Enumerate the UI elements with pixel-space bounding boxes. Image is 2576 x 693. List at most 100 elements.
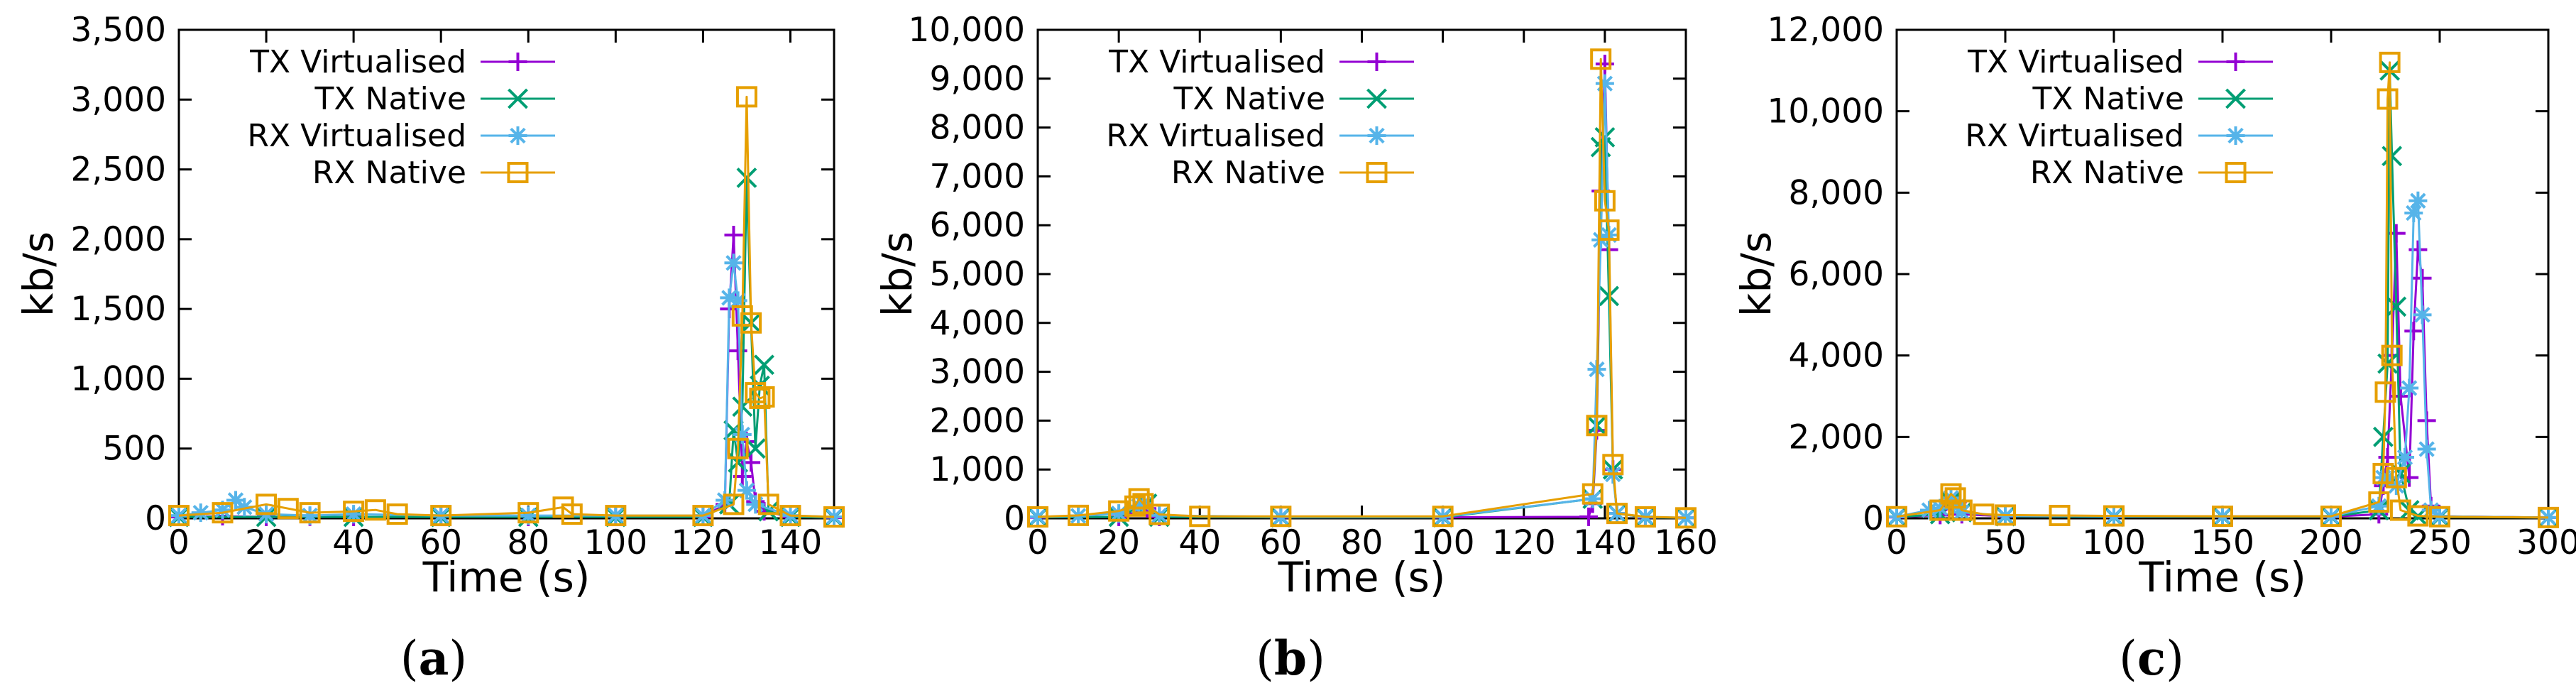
legend-label: TX Virtualised <box>249 44 466 80</box>
data-point <box>692 505 714 527</box>
data-point <box>2417 440 2436 459</box>
y-tick-label: 0 <box>1004 499 1025 538</box>
y-tick-label: 1,000 <box>929 450 1025 489</box>
data-point <box>2429 506 2450 528</box>
data-point <box>727 437 749 459</box>
data-point <box>1579 507 1599 526</box>
data-point <box>1941 489 1961 508</box>
series-line <box>1896 200 2549 519</box>
data-point <box>2400 378 2419 398</box>
data-point <box>745 438 766 459</box>
data-point <box>1594 190 1616 212</box>
legend-marker <box>2225 162 2247 183</box>
x-tick-label: 100 <box>2082 523 2146 562</box>
data-point <box>386 503 408 525</box>
data-point <box>2413 268 2432 288</box>
data-point <box>1602 454 1624 476</box>
data-point <box>1929 499 1951 521</box>
legend-label: RX Virtualised <box>1965 118 2184 154</box>
data-point <box>343 501 365 523</box>
data-point <box>2382 146 2403 167</box>
x-tick-label: 80 <box>1341 523 1383 562</box>
legend-marker <box>1366 162 1388 183</box>
data-point <box>1586 415 1608 437</box>
legend-marker <box>2225 88 2246 109</box>
panel-caption: (b) <box>1256 631 1325 686</box>
x-tick-label: 300 <box>2516 523 2576 562</box>
data-point <box>1029 507 1047 526</box>
data-point <box>2377 88 2399 110</box>
y-tick-label: 4,000 <box>929 304 1025 343</box>
y-tick-label: 1,500 <box>70 290 166 329</box>
x-tick-label: 80 <box>507 523 549 562</box>
x-axis-label: Time (s) <box>2138 553 2306 601</box>
x-tick-label: 140 <box>759 523 823 562</box>
data-point <box>2368 491 2390 513</box>
data-point <box>1931 498 1950 518</box>
data-point <box>2381 344 2403 366</box>
data-point <box>723 493 745 515</box>
data-point <box>1432 506 1454 528</box>
series-tx-virtualised <box>1887 224 2558 527</box>
y-tick-label: 0 <box>145 499 166 538</box>
y-tick-label: 3,000 <box>70 80 166 119</box>
legend-label: TX Native <box>2032 81 2184 117</box>
data-point <box>2538 506 2559 528</box>
y-axis-label: kb/s <box>1732 231 1780 317</box>
x-tick-label: 200 <box>2299 523 2363 562</box>
data-point <box>212 502 234 524</box>
y-tick-label: 7,000 <box>929 157 1025 196</box>
y-tick-label: 10,000 <box>909 11 1025 50</box>
y-tick-label: 2,000 <box>1788 418 1884 457</box>
data-point <box>2379 51 2401 73</box>
x-tick-label: 150 <box>2191 523 2254 562</box>
data-point <box>720 288 739 307</box>
data-point <box>517 502 539 524</box>
data-point <box>735 86 757 108</box>
data-point <box>2103 505 2125 527</box>
data-point <box>1108 500 1130 522</box>
series-line <box>1896 232 2549 519</box>
y-tick-label: 10,000 <box>1767 92 1884 131</box>
x-tick-label: 120 <box>672 523 735 562</box>
data-point <box>1149 503 1171 525</box>
data-point <box>1590 48 1612 70</box>
data-point <box>1995 504 2016 526</box>
y-axis-label: kb/s <box>873 231 921 317</box>
data-point <box>299 502 321 524</box>
data-point <box>1128 488 1150 510</box>
data-point <box>1887 507 1906 526</box>
data-point <box>737 481 756 500</box>
data-point <box>1595 74 1614 93</box>
legend-marker <box>508 88 528 109</box>
x-tick-label: 120 <box>1492 523 1556 562</box>
y-tick-label: 3,500 <box>70 11 166 50</box>
data-point <box>1675 507 1697 529</box>
data-point <box>724 253 743 273</box>
x-tick-label: 100 <box>583 523 647 562</box>
data-point <box>344 505 363 524</box>
data-point <box>728 291 747 310</box>
data-point <box>2408 191 2428 210</box>
data-point <box>746 495 765 514</box>
data-point <box>2320 506 2342 528</box>
y-axis-label: kb/s <box>14 231 62 317</box>
y-tick-label: 8,000 <box>1788 173 1884 212</box>
x-tick-label: 20 <box>245 523 287 562</box>
x-tick-label: 160 <box>1654 523 1718 562</box>
data-point <box>823 506 845 528</box>
legend-label: RX Native <box>2030 155 2184 191</box>
y-tick-label: 500 <box>102 430 166 469</box>
y-tick-label: 2,000 <box>70 220 166 259</box>
x-tick-label: 20 <box>1097 523 1140 562</box>
series-line <box>178 95 835 518</box>
x-axis-label: Time (s) <box>422 553 591 601</box>
data-point <box>2049 504 2071 526</box>
y-tick-label: 1,000 <box>70 359 166 398</box>
data-point <box>2374 381 2396 403</box>
data-point <box>1270 506 1292 528</box>
data-point <box>1132 493 1154 515</box>
legend-marker <box>2226 126 2245 145</box>
plot-frame <box>1036 28 1687 520</box>
